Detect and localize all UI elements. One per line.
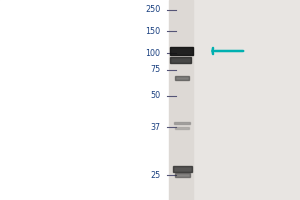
Text: 75: 75 [150, 66, 161, 74]
Text: 37: 37 [150, 122, 161, 132]
Text: 50: 50 [150, 92, 161, 100]
Text: 100: 100 [146, 48, 160, 58]
Bar [170, 47, 193, 55]
Text: 250: 250 [145, 5, 160, 15]
Bar [173, 166, 192, 172]
Bar [169, 0, 194, 200]
Text: 150: 150 [146, 26, 160, 36]
Bar [0, 0, 171, 200]
Bar [175, 76, 189, 80]
Bar [171, 0, 300, 200]
Text: 25: 25 [150, 170, 161, 180]
Bar [175, 127, 189, 129]
Bar [170, 57, 191, 63]
Bar [174, 122, 190, 124]
Bar [175, 173, 190, 177]
